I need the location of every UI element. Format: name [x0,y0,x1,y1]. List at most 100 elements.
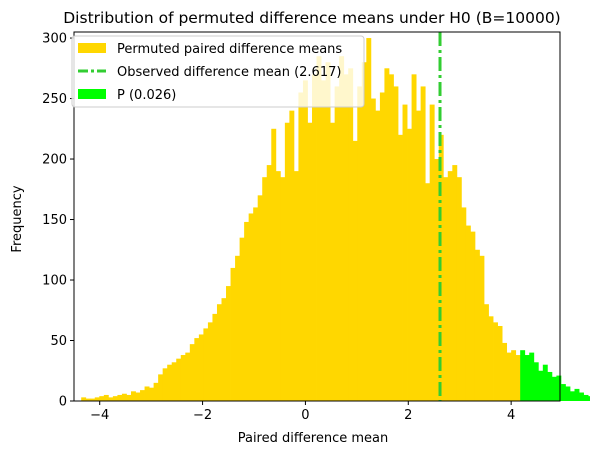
legend: Permuted paired difference means Observe… [71,35,365,108]
histogram-bar [158,374,164,401]
histogram-bar [203,328,209,401]
histogram-bar [108,397,114,401]
permuted-bars [81,38,521,402]
y-tick-label: 150 [42,213,67,228]
histogram-bar [416,110,422,401]
y-axis-label: Frequency [10,185,25,252]
histogram-bar [149,387,155,401]
histogram-bar [216,304,222,401]
legend-swatch-permuted [78,43,106,53]
p-region-bar [533,362,539,401]
histogram-bar [461,207,467,401]
histogram-bar [429,104,435,401]
histogram-bar [307,122,313,402]
x-tick-label: 4 [507,408,515,423]
histogram-bar [280,177,286,401]
histogram-bar [357,86,363,401]
histogram-bar [167,364,173,401]
histogram-bar [488,316,494,401]
plot-frame [73,31,561,402]
histogram-bar [121,393,127,401]
histogram-bar [330,122,336,402]
histogram-bar [384,68,390,402]
histogram-bar [434,159,440,401]
histogram-bar [289,110,295,401]
histogram-bar [262,177,268,401]
histogram-bar [456,177,462,401]
histogram-bar [153,382,159,401]
histogram-bar [226,286,231,401]
histogram-bar [135,392,141,401]
legend-label-observed: Observed difference mean (2.617) [117,65,341,80]
y-tick-label: 300 [42,32,67,47]
y-tick-label: 100 [42,274,67,289]
histogram-bar [375,110,381,401]
legend-label-permuted: Permuted paired difference means [117,42,342,57]
histogram-bar [275,171,281,401]
histogram-bar [470,231,476,401]
histogram-bar [411,74,417,401]
histogram-bar [425,183,431,401]
histogram-bar [379,92,385,402]
x-tick-label: −2 [193,408,212,423]
histogram-bar [180,355,186,401]
histogram-bar [207,322,213,401]
p-region-bar [560,384,566,401]
histogram-bar [212,313,218,401]
histogram-bar [112,396,118,401]
p-region-bar [583,394,589,401]
y-tick-label: 250 [42,92,67,107]
histogram-bar [420,86,426,401]
histogram-bar [81,397,87,401]
histogram-bar [298,92,304,402]
histogram-bar [189,344,195,401]
histogram-bar [230,267,236,401]
histogram-bar [140,390,145,401]
histogram-bar [348,68,354,402]
p-region-bar [529,352,535,401]
chart-title: Distribution of permuted difference mean… [63,9,560,27]
y-tick-label: 50 [50,334,67,349]
p-region-bar [542,364,548,401]
p-region-bar [520,350,526,401]
histogram-bar [271,128,277,402]
histogram-bar [176,358,182,401]
histogram-bar [185,352,191,401]
histogram-bar [312,74,317,401]
histogram-bar [321,80,326,401]
histogram-bar [497,325,503,401]
histogram-bar [493,322,498,401]
legend-swatch-p [78,89,106,99]
histogram-bar [90,398,96,401]
histogram-bar [284,122,290,402]
histogram-bar [302,80,308,401]
histogram-bar [443,177,449,401]
histogram-bar [452,165,458,401]
histogram-bar [398,134,403,401]
histogram-bar [366,38,372,402]
y-tick-label: 0 [59,395,67,410]
histogram-bar [293,171,299,401]
p-region-bar [551,376,557,401]
p-region-bar [565,386,571,401]
p-region-bar [569,391,575,401]
histogram-bar [257,195,263,401]
histogram-bar [515,355,521,401]
histogram-bar [393,86,399,401]
y-axis-ticks: 0 50 100 150 200 250 300 [42,32,74,410]
x-tick-label: 2 [404,408,412,423]
histogram-bar [370,98,376,401]
histogram-bar [198,334,204,401]
histogram-bar [266,165,272,401]
histogram-bar [407,128,412,402]
histogram-bar [94,397,100,401]
histogram-bar [465,225,471,401]
histogram-bar [506,352,512,401]
histogram-bar [235,255,240,401]
histogram-bar [194,338,200,401]
histogram-bar [144,386,150,401]
p-region-bar [524,355,530,401]
p-region-bar [574,388,580,401]
histogram-bar [474,249,480,401]
